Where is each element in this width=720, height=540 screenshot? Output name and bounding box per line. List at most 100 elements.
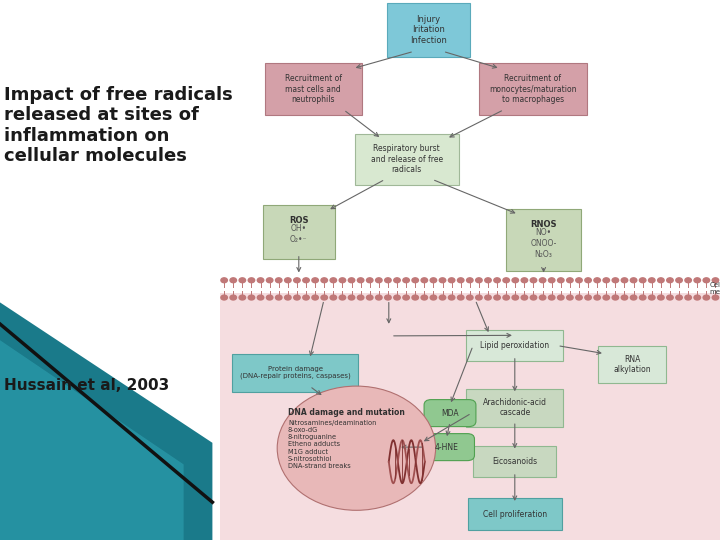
FancyBboxPatch shape bbox=[467, 330, 563, 361]
Circle shape bbox=[376, 278, 382, 283]
Circle shape bbox=[557, 278, 564, 283]
Circle shape bbox=[430, 278, 436, 283]
FancyBboxPatch shape bbox=[263, 205, 335, 259]
Circle shape bbox=[712, 295, 719, 300]
Circle shape bbox=[585, 278, 591, 283]
Circle shape bbox=[576, 295, 582, 300]
Circle shape bbox=[357, 295, 364, 300]
Circle shape bbox=[612, 295, 618, 300]
Text: Cell proliferation: Cell proliferation bbox=[482, 510, 547, 518]
Circle shape bbox=[376, 295, 382, 300]
Text: ROS: ROS bbox=[289, 216, 309, 225]
Circle shape bbox=[512, 278, 518, 283]
Circle shape bbox=[557, 295, 564, 300]
FancyBboxPatch shape bbox=[468, 498, 562, 530]
Circle shape bbox=[594, 295, 600, 300]
Circle shape bbox=[330, 278, 336, 283]
Circle shape bbox=[539, 295, 546, 300]
Text: Injury
Iritation
Infection: Injury Iritation Infection bbox=[410, 15, 447, 45]
Circle shape bbox=[439, 278, 446, 283]
Circle shape bbox=[294, 295, 300, 300]
Circle shape bbox=[394, 295, 400, 300]
Circle shape bbox=[321, 278, 328, 283]
Circle shape bbox=[457, 278, 464, 283]
Polygon shape bbox=[0, 340, 184, 540]
Circle shape bbox=[439, 295, 446, 300]
Circle shape bbox=[639, 295, 646, 300]
Circle shape bbox=[357, 278, 364, 283]
Circle shape bbox=[649, 295, 655, 300]
Circle shape bbox=[303, 295, 310, 300]
Text: 4-HNE: 4-HNE bbox=[434, 443, 459, 451]
Circle shape bbox=[257, 295, 264, 300]
Circle shape bbox=[530, 278, 536, 283]
Circle shape bbox=[312, 295, 318, 300]
Circle shape bbox=[403, 278, 410, 283]
Circle shape bbox=[657, 295, 664, 300]
Circle shape bbox=[639, 278, 646, 283]
Circle shape bbox=[421, 295, 428, 300]
Circle shape bbox=[221, 278, 228, 283]
FancyBboxPatch shape bbox=[505, 209, 582, 271]
Circle shape bbox=[276, 278, 282, 283]
Circle shape bbox=[485, 295, 491, 300]
Circle shape bbox=[476, 278, 482, 283]
Circle shape bbox=[676, 295, 683, 300]
Circle shape bbox=[248, 295, 255, 300]
Circle shape bbox=[549, 278, 555, 283]
Circle shape bbox=[667, 278, 673, 283]
Circle shape bbox=[266, 278, 273, 283]
Circle shape bbox=[567, 278, 573, 283]
Circle shape bbox=[494, 295, 500, 300]
Circle shape bbox=[603, 278, 610, 283]
FancyBboxPatch shape bbox=[598, 346, 667, 383]
Circle shape bbox=[676, 278, 683, 283]
Circle shape bbox=[485, 278, 491, 283]
Text: OH•
O₂•⁻: OH• O₂•⁻ bbox=[290, 224, 307, 244]
Ellipse shape bbox=[277, 386, 436, 510]
Circle shape bbox=[412, 278, 418, 283]
Circle shape bbox=[348, 295, 355, 300]
Text: DNA damage and mutation: DNA damage and mutation bbox=[288, 408, 405, 417]
FancyBboxPatch shape bbox=[354, 134, 459, 185]
Circle shape bbox=[257, 278, 264, 283]
Text: Respiratory burst
and release of free
radicals: Respiratory burst and release of free ra… bbox=[371, 144, 443, 174]
FancyBboxPatch shape bbox=[265, 64, 361, 115]
Circle shape bbox=[521, 295, 528, 300]
Text: Cell
membrane: Cell membrane bbox=[709, 282, 720, 295]
Circle shape bbox=[612, 278, 618, 283]
Circle shape bbox=[366, 278, 373, 283]
Circle shape bbox=[667, 295, 673, 300]
FancyBboxPatch shape bbox=[467, 389, 563, 427]
Circle shape bbox=[384, 295, 391, 300]
Circle shape bbox=[457, 295, 464, 300]
Circle shape bbox=[712, 278, 719, 283]
Circle shape bbox=[394, 278, 400, 283]
Circle shape bbox=[539, 278, 546, 283]
Text: Recruitment of
mast cells and
neutrophils: Recruitment of mast cells and neutrophil… bbox=[284, 74, 342, 104]
FancyBboxPatch shape bbox=[424, 400, 476, 427]
Circle shape bbox=[621, 295, 628, 300]
Text: Hussain et al, 2003: Hussain et al, 2003 bbox=[4, 378, 169, 393]
Circle shape bbox=[284, 295, 291, 300]
Circle shape bbox=[221, 295, 228, 300]
FancyBboxPatch shape bbox=[232, 354, 358, 391]
Text: NO•
ONOO-
N₂O₃: NO• ONOO- N₂O₃ bbox=[531, 228, 557, 259]
Circle shape bbox=[430, 295, 436, 300]
Circle shape bbox=[621, 278, 628, 283]
Circle shape bbox=[467, 278, 473, 283]
Circle shape bbox=[467, 295, 473, 300]
Text: Eicosanoids: Eicosanoids bbox=[492, 457, 537, 466]
Circle shape bbox=[585, 295, 591, 300]
Circle shape bbox=[694, 295, 701, 300]
Circle shape bbox=[630, 295, 636, 300]
Circle shape bbox=[449, 278, 455, 283]
Circle shape bbox=[312, 278, 318, 283]
Circle shape bbox=[248, 278, 255, 283]
FancyBboxPatch shape bbox=[474, 446, 556, 477]
FancyBboxPatch shape bbox=[220, 293, 720, 540]
Circle shape bbox=[630, 278, 636, 283]
Circle shape bbox=[476, 295, 482, 300]
Circle shape bbox=[266, 295, 273, 300]
Circle shape bbox=[294, 278, 300, 283]
